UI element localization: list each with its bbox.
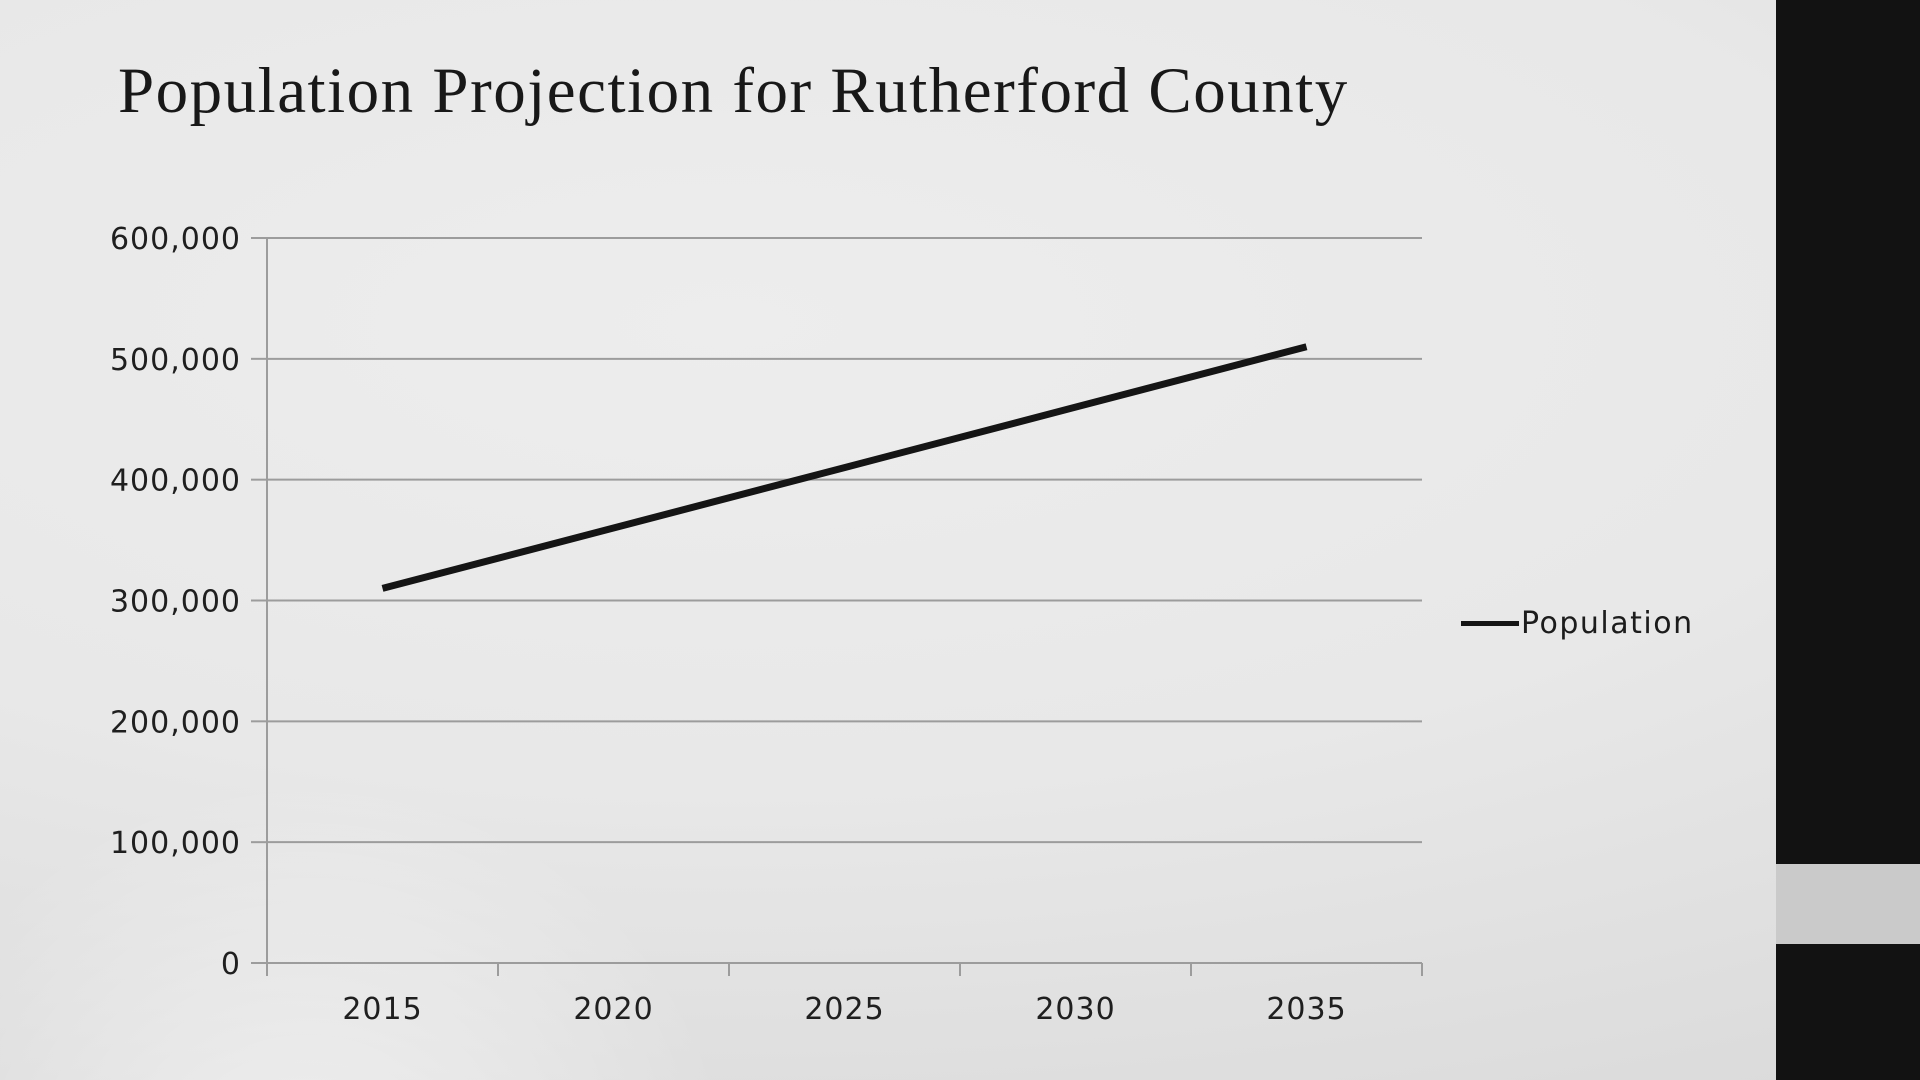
population-series-line	[381, 343, 1308, 592]
x-axis-label: 2030	[1035, 992, 1115, 1027]
y-axis-label: 100,000	[110, 826, 241, 861]
x-axis-label: 2015	[342, 992, 422, 1027]
x-axis-label: 2020	[573, 992, 653, 1027]
chart-legend: Population	[1461, 603, 1694, 643]
y-axis-label: 200,000	[110, 705, 241, 740]
y-axis-label: 0	[221, 947, 241, 982]
sidebar-accent-band	[1776, 864, 1920, 944]
x-axis-label: 2025	[804, 992, 884, 1027]
slide-title: Population Projection for Rutherford Cou…	[118, 55, 1349, 127]
x-axis-label: 2035	[1266, 992, 1346, 1027]
y-axis-label: 300,000	[110, 585, 241, 620]
y-axis-label: 600,000	[110, 222, 241, 257]
legend-label: Population	[1521, 605, 1694, 641]
y-axis-label: 400,000	[110, 464, 241, 499]
y-axis-label: 500,000	[110, 343, 241, 378]
legend-line-swatch	[1461, 620, 1519, 626]
right-sidebar	[1776, 0, 1920, 1080]
